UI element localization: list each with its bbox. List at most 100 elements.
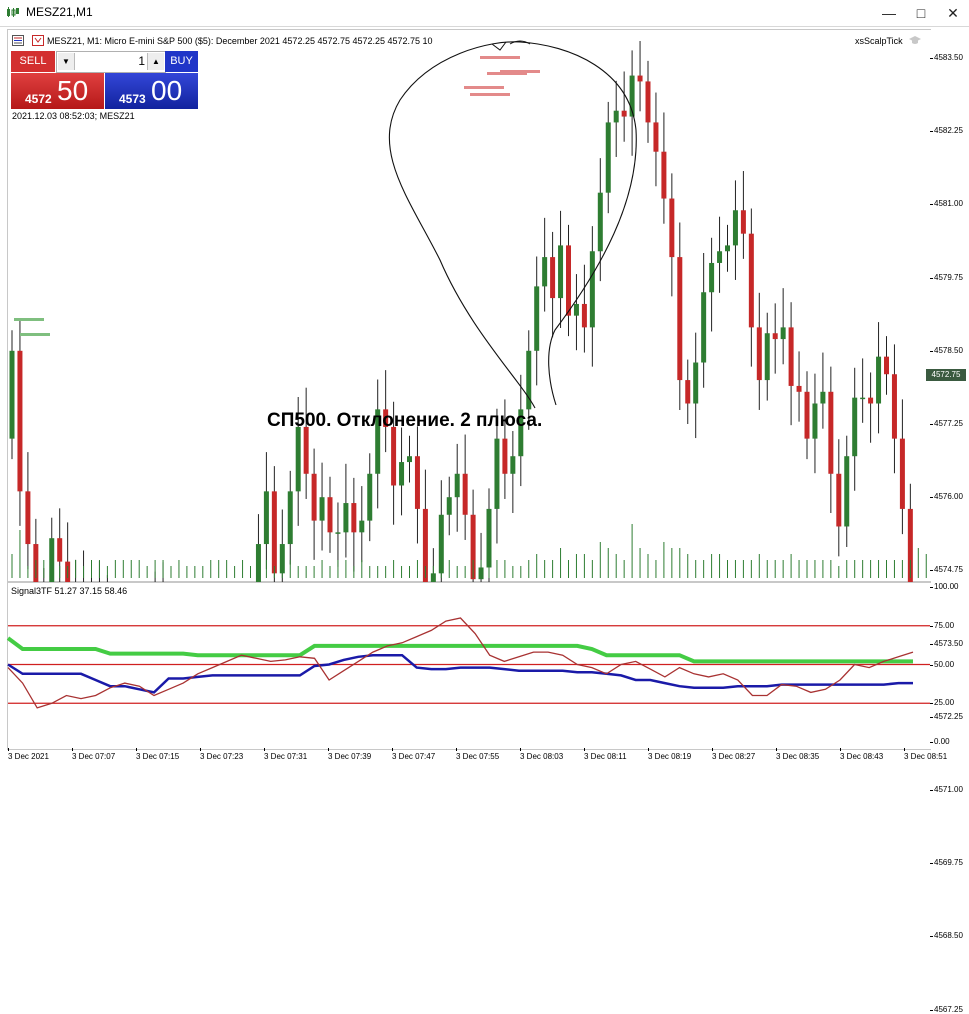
candle-body (725, 245, 730, 252)
indicator-tick-text: 100.00 (934, 582, 959, 591)
candle-body (732, 210, 738, 246)
lot-decrease-icon[interactable]: ▼ (58, 53, 75, 70)
candle-body (414, 456, 420, 509)
candle-body (9, 350, 15, 439)
candle-body (351, 503, 357, 533)
expert-name: xsScalpTick (855, 36, 903, 46)
candle-body (907, 508, 913, 582)
time-tick-label: 3 Dec 08:19 (648, 748, 692, 761)
time-tick-label: 3 Dec 07:55 (456, 748, 500, 761)
level-marker (487, 72, 527, 75)
price-tick-text: 4576.00 (934, 492, 963, 502)
candle-body (359, 520, 365, 533)
window-title: MESZ21,M1 (26, 5, 93, 19)
close-icon[interactable]: ✕ (947, 5, 959, 21)
candle-body (303, 426, 309, 474)
indicator-label: Signal3TF 51.27 37.15 58.46 (11, 586, 128, 596)
candle-body (558, 245, 564, 299)
current-price-tag: 4572.75 (926, 369, 966, 381)
price-tick-text: 4577.25 (934, 419, 963, 428)
one-click-trade-panel: SELL ▼ 1 ▲ BUY 4572 50 4573 00 (11, 51, 198, 109)
candle-body (748, 233, 754, 328)
candle-body (287, 491, 293, 545)
one-click-trading-icon[interactable] (32, 35, 44, 46)
candle-body (677, 257, 683, 381)
sell-button[interactable]: SELL (11, 51, 55, 72)
candle-body (470, 514, 476, 580)
buy-price-suffix: 00 (151, 75, 183, 106)
sell-price-button[interactable]: 4572 50 (11, 73, 104, 109)
price-tick-text: 4578.50 (934, 345, 963, 355)
candle-body (566, 245, 571, 316)
annotation-text: СП500. Отклонение. 2 плюса. (267, 410, 543, 431)
candle-body (550, 257, 556, 299)
minimize-icon[interactable]: — (882, 5, 896, 21)
candle-body (319, 497, 325, 521)
lot-increase-icon[interactable]: ▲ (147, 53, 164, 70)
price-axis[interactable]: 4583.50 4582.25 4581.00 4579.75 4578.50 4577.… (930, 29, 969, 1014)
chart-icon (7, 7, 19, 17)
server-timestamp: 2021.12.03 08:52:03; MESZ21 (12, 111, 135, 121)
time-tick-label: 3 Dec 07:15 (136, 748, 180, 761)
candle-body (685, 380, 691, 404)
candle-body (343, 503, 349, 533)
candle-body (399, 462, 405, 486)
candle-body (693, 362, 699, 404)
candle-body (311, 473, 317, 521)
candle-body (462, 473, 468, 515)
candle-body (407, 456, 412, 463)
graduation-cap-icon[interactable] (908, 34, 922, 46)
candle-body (645, 81, 651, 123)
indicator-tick-text: 50.00 (934, 659, 955, 669)
price-tick-text: 4579.75 (934, 272, 963, 282)
buy-button[interactable]: BUY (165, 51, 198, 72)
indicator-chart[interactable] (0, 0, 930, 750)
price-tick-text: 4582.25 (934, 126, 963, 136)
window-titlebar: MESZ21,M1 — □ ✕ (0, 0, 969, 27)
candle-body (796, 385, 802, 392)
chart-info-line: MESZ21, M1: Micro E-mini S&P 500 ($5): D… (47, 36, 433, 46)
hand-drawn-loop (389, 41, 637, 409)
price-tick-text: 4574.75 (934, 565, 963, 575)
maximize-icon[interactable]: □ (916, 5, 926, 21)
price-chart-area[interactable] (7, 29, 931, 582)
price-tick-text: 4568.50 (934, 931, 963, 941)
time-axis[interactable]: 3 Dec 2021 3 Dec 07:07 3 Dec 07:15 3 Dec 07… (7, 748, 947, 769)
candle-body (486, 508, 492, 568)
candle-body (526, 350, 532, 410)
candle-body (494, 438, 500, 509)
candle-body (295, 426, 301, 492)
candle-body (438, 514, 444, 574)
candle-body (422, 508, 428, 582)
candle-body (534, 286, 540, 351)
price-chart[interactable] (0, 0, 930, 582)
candle-body (605, 122, 611, 193)
level-marker (20, 333, 50, 336)
price-tick-text: 4572.25 (934, 711, 963, 721)
buy-price-button[interactable]: 4573 00 (105, 73, 198, 109)
candle-body (899, 438, 905, 509)
candle-body (629, 75, 635, 117)
price-tick-text: 4573.50 (934, 638, 963, 648)
candle-body (884, 356, 889, 375)
candle-body (812, 403, 818, 439)
candle-body (454, 473, 460, 498)
candle-body (860, 397, 866, 400)
green-signal-line (6, 636, 913, 664)
level-marker (500, 70, 540, 73)
candle-body (804, 391, 810, 439)
candle-body (597, 192, 603, 252)
price-tick-text: 4567.25 (934, 1004, 963, 1014)
market-watch-icon[interactable] (12, 35, 24, 46)
indicator-area[interactable] (7, 582, 931, 750)
candle-body (836, 473, 842, 527)
candle-body (613, 110, 619, 123)
time-tick-label: 3 Dec 08:51 (904, 748, 948, 761)
candle-body (383, 409, 389, 427)
lot-size-value[interactable]: 1 (138, 54, 145, 68)
lot-size-stepper[interactable]: ▼ 1 ▲ (56, 51, 166, 73)
candle-body (844, 456, 850, 527)
candle-body (502, 438, 508, 474)
indicator-tick-text: 75.00 (934, 620, 955, 630)
time-tick-label: 3 Dec 07:31 (264, 748, 308, 761)
